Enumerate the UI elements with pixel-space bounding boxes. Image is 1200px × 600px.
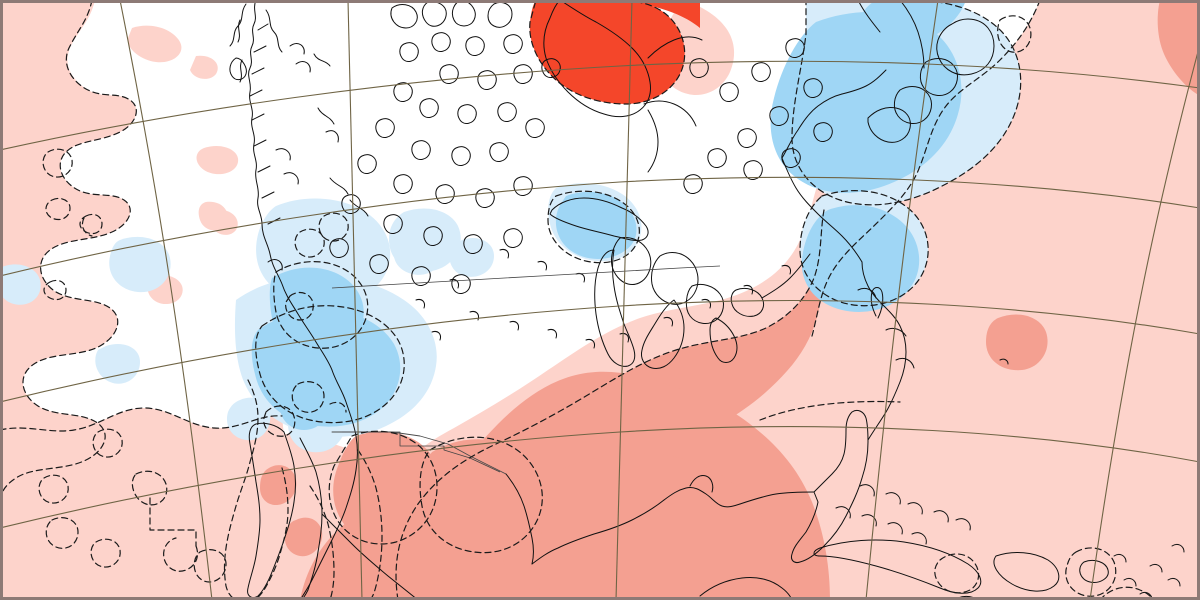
parallel-line <box>0 426 1200 529</box>
political-borders <box>331 265 721 473</box>
meridian-line <box>119 0 213 600</box>
parallel-line <box>0 176 1200 277</box>
shading-strong-positive <box>529 0 700 104</box>
parallel-line <box>0 60 1200 151</box>
parallel-line <box>0 299 1200 403</box>
meridian-line <box>615 0 633 600</box>
meridian-line <box>865 0 939 600</box>
coastlines <box>229 0 1185 600</box>
shading-moderate-negative <box>251 0 966 430</box>
significance-contours <box>0 0 1155 600</box>
meridian-line <box>1089 43 1200 600</box>
meridian-line <box>347 0 363 600</box>
